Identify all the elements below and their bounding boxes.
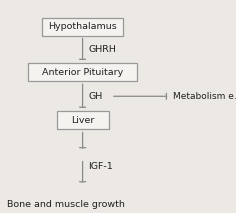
Bar xyxy=(57,111,109,129)
Text: GH: GH xyxy=(88,92,103,101)
Text: GHRH: GHRH xyxy=(88,45,116,54)
Text: Hypothalamus: Hypothalamus xyxy=(48,22,117,31)
Text: Metabolism e.g. lipolysis.: Metabolism e.g. lipolysis. xyxy=(173,92,236,101)
Bar xyxy=(42,18,123,36)
Text: Anterior Pituitary: Anterior Pituitary xyxy=(42,68,123,77)
Text: Liver: Liver xyxy=(71,116,94,125)
Bar xyxy=(28,63,137,81)
Text: IGF-1: IGF-1 xyxy=(88,162,113,171)
Text: Bone and muscle growth: Bone and muscle growth xyxy=(7,200,125,209)
